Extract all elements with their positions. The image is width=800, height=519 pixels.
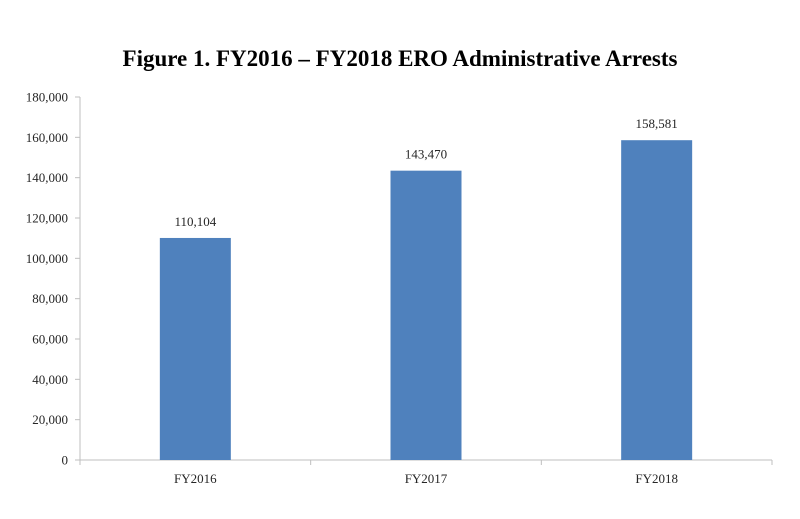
- y-tick-label: 180,000: [26, 90, 68, 105]
- x-tick-label-fy2016: FY2016: [174, 471, 217, 486]
- data-label-fy2017: 143,470: [405, 147, 447, 162]
- y-tick-label: 160,000: [26, 130, 68, 145]
- bar-fy2016: [159, 237, 231, 460]
- y-tick-label: 40,000: [32, 372, 68, 387]
- y-tick-label: 80,000: [32, 291, 68, 306]
- y-tick-label: 140,000: [26, 170, 68, 185]
- x-axis: FY2016 FY2017 FY2018: [79, 459, 773, 486]
- y-tick-label: 120,000: [26, 211, 68, 226]
- bar-fy2017: [390, 170, 462, 461]
- y-axis: 0 20,000 40,000 60,000 80,000 100,000 120,000 1…: [26, 90, 81, 468]
- bar-fy2018: [621, 140, 693, 460]
- y-tick-label: 100,000: [26, 251, 68, 266]
- y-tick-label: 0: [62, 453, 69, 468]
- y-tick-label: 60,000: [32, 332, 68, 347]
- x-tick-label-fy2017: FY2017: [405, 471, 448, 486]
- chart-title: Figure 1. FY2016 – FY2018 ERO Administra…: [122, 46, 678, 71]
- x-tick-label-fy2018: FY2018: [635, 471, 678, 486]
- y-tick-label: 20,000: [32, 412, 68, 427]
- data-label-fy2018: 158,581: [636, 116, 678, 131]
- bars: 110,104 143,470 158,581: [159, 116, 693, 461]
- data-label-fy2016: 110,104: [174, 214, 216, 229]
